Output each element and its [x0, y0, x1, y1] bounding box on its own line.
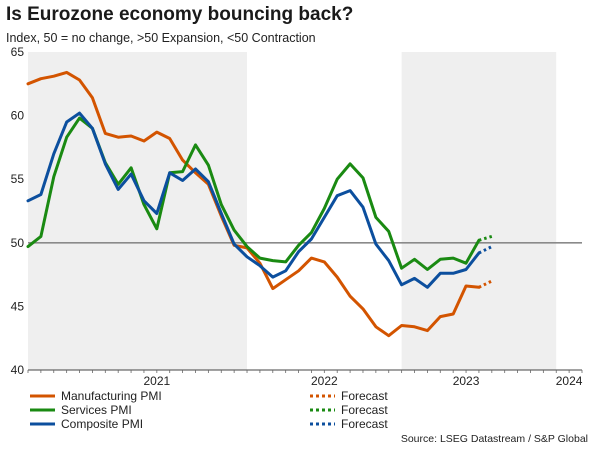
- x-tick-label: 2023: [453, 374, 480, 388]
- y-tick-label: 50: [11, 236, 25, 250]
- y-tick-label: 55: [11, 172, 25, 186]
- y-tick-label: 65: [11, 45, 25, 59]
- legend-label: Manufacturing PMI: [61, 389, 162, 403]
- y-tick-label: 60: [11, 109, 25, 123]
- legend-label: Composite PMI: [61, 417, 143, 431]
- series-line-manufacturing-pmi: [26, 70, 481, 338]
- chart-subtitle: Index, 50 = no change, >50 Expansion, <5…: [6, 31, 316, 45]
- y-tick-label: 40: [11, 363, 25, 377]
- legend-forecast-label: Forecast: [341, 403, 388, 417]
- x-tick-label: 2024: [556, 374, 583, 388]
- series-forecast-services-pmi: [478, 234, 493, 242]
- legend-label: Services PMI: [61, 403, 132, 417]
- chart-title: Is Eurozone economy bouncing back?: [6, 4, 354, 25]
- legend-forecast-label: Forecast: [341, 417, 388, 431]
- x-tick-label: 2021: [143, 374, 170, 388]
- series-forecast-manufacturing-pmi: [478, 279, 493, 289]
- x-tick-label: 2022: [311, 374, 338, 388]
- chart-source: Source: LSEG Datastream / S&P Global: [400, 433, 588, 445]
- y-tick-label: 45: [11, 299, 25, 313]
- series-forecast-composite-pmi: [478, 245, 493, 255]
- shaded-band-1: [401, 52, 557, 370]
- legend-forecast-label: Forecast: [341, 389, 388, 403]
- series-line-composite-pmi: [26, 111, 481, 289]
- shaded-band-0: [28, 52, 248, 370]
